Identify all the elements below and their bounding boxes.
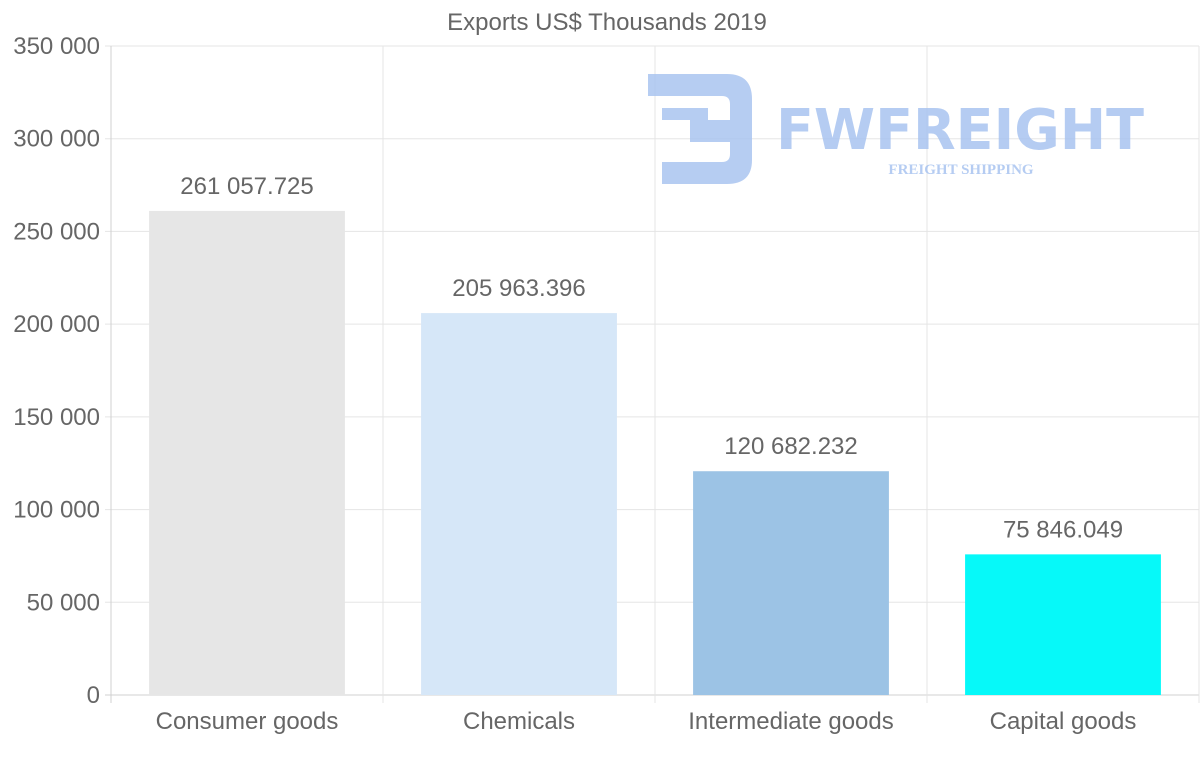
- grid-layer: 0 50 000 100 000 150 000 200 000 250 000 300 0…: [13, 33, 1200, 709]
- bar-value-label: 261 057.725: [180, 173, 313, 200]
- bar[interactable]: [693, 471, 889, 695]
- bar-value-label: 75 846.049: [1003, 516, 1123, 543]
- bar-layer: [149, 210, 1161, 696]
- chart-title: Exports US$ Thousands 2019: [447, 9, 767, 36]
- y-tick-label: 250 000: [13, 218, 100, 245]
- brand-watermark: FWFREIGHT FREIGHT SHIPPING: [648, 74, 1144, 184]
- brand-name: FWFREIGHT: [776, 98, 1144, 163]
- label-layer: 261 057.725 Consumer goods 205 963.396 Chem…: [156, 173, 1137, 735]
- x-tick-label: Consumer goods: [156, 708, 339, 735]
- x-tick-label: Intermediate goods: [688, 708, 893, 735]
- y-tick-label: 200 000: [13, 311, 100, 338]
- y-tick-label: 350 000: [13, 33, 100, 60]
- y-tick-label: 0: [87, 682, 100, 709]
- y-tick-label: 300 000: [13, 126, 100, 153]
- x-tick-label: Chemicals: [463, 708, 575, 735]
- brand-tagline: FREIGHT SHIPPING: [888, 162, 1033, 178]
- y-tick-label: 100 000: [13, 497, 100, 524]
- bar-value-label: 205 963.396: [452, 275, 585, 302]
- bar[interactable]: [149, 210, 345, 696]
- x-tick-label: Capital goods: [990, 708, 1137, 735]
- y-tick-label: 50 000: [27, 589, 100, 616]
- bar[interactable]: [965, 554, 1161, 695]
- bar-value-label: 120 682.232: [724, 433, 857, 460]
- brand-logo-icon: [648, 74, 752, 184]
- y-tick-label: 150 000: [13, 404, 100, 431]
- bar[interactable]: [421, 313, 617, 695]
